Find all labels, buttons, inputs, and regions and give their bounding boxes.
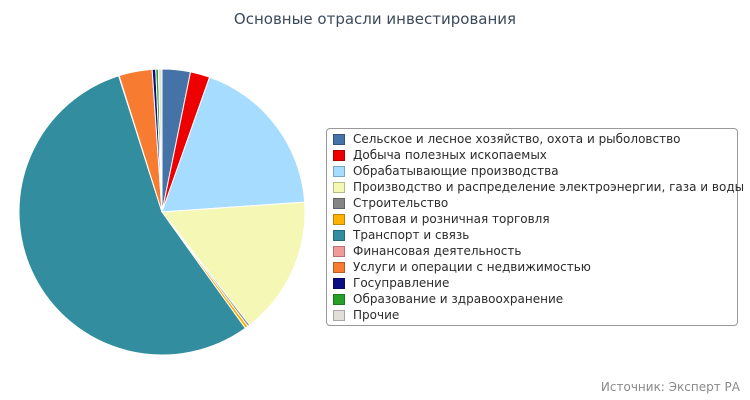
legend-item-10[interactable]: Госуправление [333,275,737,291]
legend-label: Оптовая и розничная торговля [353,212,550,226]
source-note: Источник: Эксперт РА [600,380,740,394]
legend-swatch [333,261,345,273]
legend-label: Производство и распределение электроэнер… [353,180,745,194]
legend-swatch [333,165,345,177]
legend-swatch [333,149,345,161]
legend-swatch [333,181,345,193]
pie-slice-4[interactable] [161,201,306,326]
legend-item-7[interactable]: Транспорт и связь [333,227,737,243]
legend-item-2[interactable]: Добыча полезных ископаемых [333,147,737,163]
legend-swatch [333,293,345,305]
legend: Сельское и лесное хозяйство, охота и рыб… [326,128,744,326]
legend-item-11[interactable]: Образование и здравоохранение [333,291,737,307]
legend-item-1[interactable]: Сельское и лесное хозяйство, охота и рыб… [333,131,737,147]
legend-label: Услуги и операции с недвижимостью [353,260,591,274]
legend-swatch [333,213,345,225]
legend-swatch [333,277,345,289]
legend-item-12[interactable]: Прочие [333,307,737,323]
legend-swatch [333,309,345,321]
legend-swatch [333,229,345,241]
legend-label: Транспорт и связь [353,228,470,242]
legend-swatch [333,133,345,145]
legend-label: Образование и здравоохранение [353,292,564,306]
legend-label: Обрабатывающие производства [353,164,559,178]
pie-slice-3[interactable] [161,76,306,213]
chart-title: Основные отрасли инвестирования [233,10,517,28]
legend-item-6[interactable]: Оптовая и розничная торговля [333,211,737,227]
pie-slice-7[interactable] [18,75,246,356]
legend-label: Добыча полезных ископаемых [353,148,547,162]
legend-item-8[interactable]: Финансовая деятельность [333,243,737,259]
legend-label: Финансовая деятельность [353,244,522,258]
legend-swatch [333,245,345,257]
legend-item-4[interactable]: Производство и распределение электроэнер… [333,179,744,195]
legend-label: Госуправление [353,276,450,290]
legend-item-5[interactable]: Строительство [333,195,737,211]
legend-label: Строительство [353,196,449,210]
pie-chart [18,68,306,356]
legend-label: Сельское и лесное хозяйство, охота и рыб… [353,132,681,146]
pie-slice-12[interactable] [157,68,163,213]
legend-item-9[interactable]: Услуги и операции с недвижимостью [333,259,737,275]
legend-swatch [333,197,345,209]
legend-item-3[interactable]: Обрабатывающие производства [333,163,737,179]
legend-label: Прочие [353,308,400,322]
